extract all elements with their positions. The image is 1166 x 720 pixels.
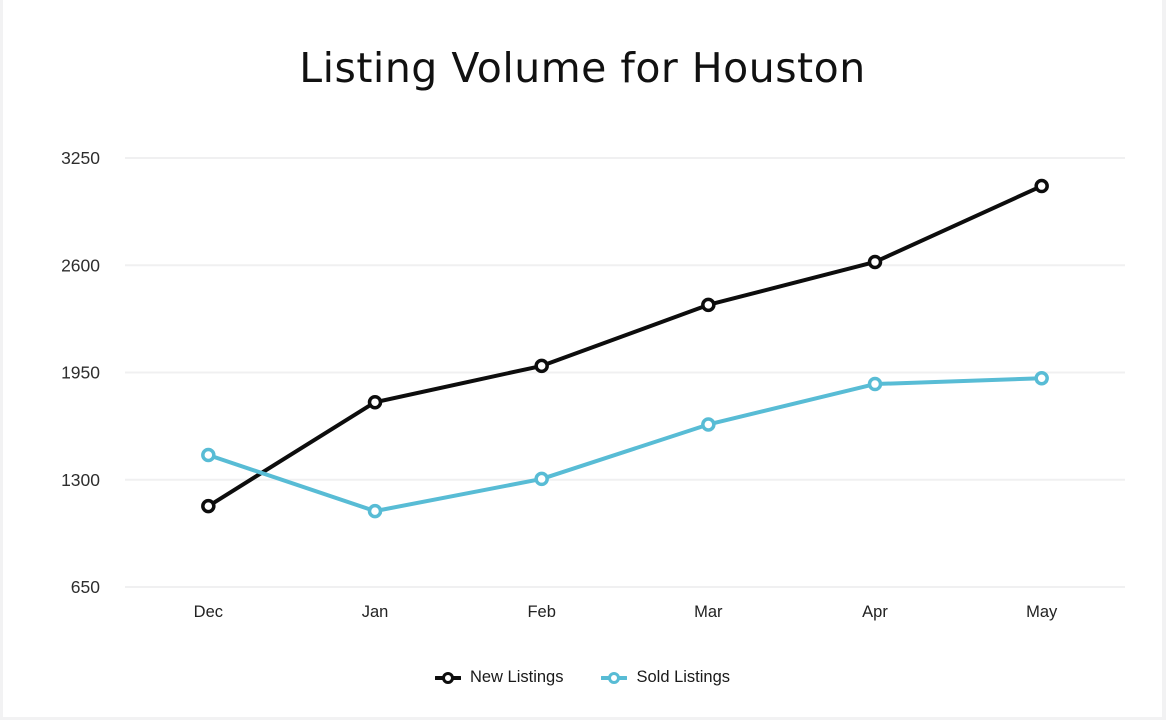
data-point-marker bbox=[201, 447, 216, 463]
y-axis-tick-label: 650 bbox=[71, 577, 100, 597]
legend-marker-icon bbox=[601, 671, 628, 684]
x-axis-tick-label: Mar bbox=[694, 603, 723, 621]
data-point-marker bbox=[1034, 371, 1049, 386]
data-point-marker bbox=[534, 358, 549, 374]
x-axis-tick-label: Jan bbox=[362, 603, 389, 621]
data-point-marker bbox=[867, 254, 883, 270]
data-point-marker bbox=[867, 376, 883, 392]
x-axis-tick-label: May bbox=[1026, 603, 1058, 621]
line-chart-plot-area: 650 1300 1950 2600 3250 Dec Jan Feb Mar Apr May bbox=[61, 148, 1125, 621]
x-axis-tick-label: Apr bbox=[862, 603, 888, 621]
data-point-marker bbox=[1034, 178, 1049, 194]
data-point-marker bbox=[534, 471, 549, 487]
legend-marker-icon bbox=[434, 671, 461, 684]
y-axis-tick-label: 1300 bbox=[61, 470, 100, 490]
data-point-marker bbox=[367, 394, 383, 410]
y-axis-tick-label: 1950 bbox=[61, 363, 100, 383]
y-axis-tick-label: 3250 bbox=[61, 148, 100, 168]
series-line bbox=[206, 184, 1044, 509]
y-axis-tick-label: 2600 bbox=[61, 255, 100, 275]
series-line bbox=[206, 376, 1044, 514]
data-point-marker bbox=[367, 503, 383, 519]
chart-legend: New Listings Sold Listings bbox=[3, 668, 1162, 687]
legend-label: New Listings bbox=[469, 668, 564, 686]
chart-title: Listing Volume for Houston bbox=[299, 44, 866, 92]
data-point-marker bbox=[201, 498, 216, 514]
legend-label: Sold Listings bbox=[636, 668, 731, 686]
x-axis-tick-label: Feb bbox=[527, 603, 555, 621]
data-point-marker bbox=[701, 297, 716, 313]
data-point-marker bbox=[701, 417, 716, 432]
legend-item-new-listings[interactable]: New Listings bbox=[434, 668, 564, 687]
legend-item-sold-listings[interactable]: Sold Listings bbox=[601, 668, 730, 687]
x-axis-tick-label: Dec bbox=[194, 603, 223, 621]
